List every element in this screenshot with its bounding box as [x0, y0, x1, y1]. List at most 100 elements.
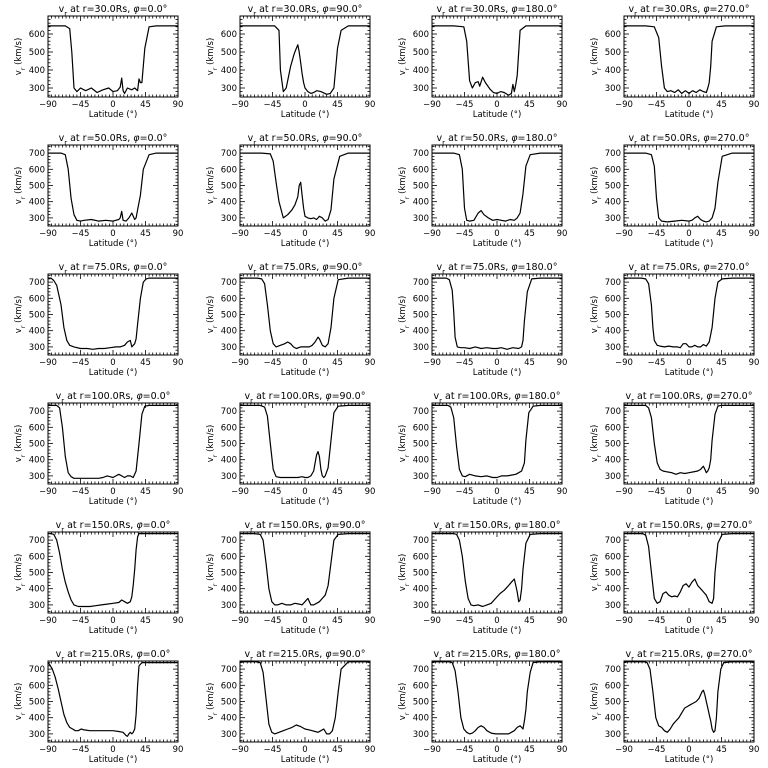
y-tick-label: 300 [413, 601, 429, 611]
y-tick-label: 700 [605, 278, 621, 288]
x-tick-label: 45 [140, 229, 151, 239]
x-axis-label: Latitude (°) [473, 497, 522, 507]
panel-title: vr at r=30.0Rs, φ=90.0° [248, 4, 363, 18]
y-tick-label: 500 [605, 182, 621, 192]
y-axis-label: vr (km/s) [14, 683, 27, 721]
y-tick-label: 400 [29, 714, 45, 724]
panel-title: vr at r=215.0Rs, φ=270.0° [626, 649, 753, 663]
x-tick-label: 90 [749, 745, 760, 755]
panel-r50.0-phi180.0: vr at r=50.0Rs, φ=180.0° −90 −45 0 45 90 300 40… [398, 133, 567, 249]
y-axis-label: vr (km/s) [206, 425, 219, 463]
x-tick-label: −90 [615, 745, 633, 755]
x-tick-label: 45 [716, 229, 727, 239]
x-tick-label: 0 [686, 487, 691, 497]
y-tick-label: 400 [221, 585, 237, 595]
panel-title: vr at r=215.0Rs, φ=0.0° [56, 649, 171, 663]
x-tick-label: −45 [648, 358, 666, 368]
x-axis-label: Latitude (°) [281, 368, 330, 378]
plot-frame [239, 660, 371, 743]
y-axis-label: vr (km/s) [14, 425, 27, 463]
y-axis-label: vr (km/s) [398, 296, 411, 334]
y-tick-label: 700 [29, 665, 45, 675]
y-tick-label: 400 [221, 66, 237, 76]
x-tick-label: 0 [686, 358, 691, 368]
y-tick-label: 700 [29, 278, 45, 288]
x-tick-label: 45 [140, 745, 151, 755]
panel-title: vr at r=75.0Rs, φ=0.0° [59, 262, 168, 276]
y-tick-label: 400 [413, 456, 429, 466]
y-tick-label: 500 [221, 698, 237, 708]
y-tick-label: 500 [221, 569, 237, 579]
y-tick-label: 300 [29, 214, 45, 224]
x-axis-label: Latitude (°) [281, 755, 330, 765]
y-tick-label: 400 [29, 585, 45, 595]
x-tick-label: −45 [456, 229, 474, 239]
x-tick-label: −90 [231, 100, 249, 110]
x-tick-label: 45 [140, 358, 151, 368]
y-tick-label: 300 [221, 214, 237, 224]
x-tick-label: −90 [231, 229, 249, 239]
panel-r150.0-phi0.0: vr at r=150.0Rs, φ=0.0° −90 −45 0 45 90 300 400… [14, 520, 183, 636]
x-tick-label: 90 [365, 616, 376, 626]
series-line [624, 152, 754, 223]
panel-r215.0-phi180.0: vr at r=215.0Rs, φ=180.0° −90 −45 0 45 90 300 4… [398, 649, 567, 765]
y-tick-label: 700 [605, 149, 621, 159]
x-tick-label: 45 [332, 745, 343, 755]
plot-frame [623, 273, 755, 356]
x-tick-label: 90 [749, 616, 760, 626]
panel-r30.0-phi0.0: vr at r=30.0Rs, φ=0.0° −90 −45 0 45 90 300 400 5… [14, 4, 183, 120]
x-tick-label: 45 [716, 358, 727, 368]
y-axis-label: vr (km/s) [206, 683, 219, 721]
y-tick-label: 300 [29, 730, 45, 740]
x-tick-label: 45 [332, 616, 343, 626]
y-tick-label: 700 [605, 407, 621, 417]
y-tick-label: 600 [413, 423, 429, 433]
y-tick-label: 500 [413, 569, 429, 579]
y-tick-label: 700 [221, 536, 237, 546]
x-tick-label: 45 [524, 616, 535, 626]
x-tick-label: 0 [494, 616, 499, 626]
x-tick-label: 90 [557, 100, 568, 110]
x-tick-label: 0 [302, 487, 307, 497]
panel-title: vr at r=50.0Rs, φ=0.0° [59, 133, 168, 147]
panel-title: vr at r=150.0Rs, φ=270.0° [626, 520, 753, 534]
x-tick-label: 90 [365, 745, 376, 755]
y-tick-label: 300 [605, 601, 621, 611]
panel-r100.0-phi90.0: vr at r=100.0Rs, φ=90.0° −90 −45 0 45 90 300 40… [206, 391, 375, 507]
x-tick-label: 0 [110, 229, 115, 239]
x-tick-label: 0 [110, 616, 115, 626]
x-tick-label: −45 [72, 229, 90, 239]
y-tick-label: 500 [605, 48, 621, 58]
y-tick-label: 500 [605, 569, 621, 579]
x-axis-label: Latitude (°) [89, 110, 138, 120]
y-tick-label: 300 [413, 84, 429, 94]
x-tick-label: −90 [231, 745, 249, 755]
series-line [48, 25, 178, 95]
x-tick-label: 0 [494, 229, 499, 239]
x-tick-label: 0 [302, 616, 307, 626]
y-tick-label: 600 [29, 552, 45, 562]
plot-frame [47, 144, 179, 227]
y-tick-label: 600 [29, 165, 45, 175]
x-tick-label: 45 [140, 100, 151, 110]
panel-title: vr at r=75.0Rs, φ=270.0° [629, 262, 750, 276]
y-tick-label: 500 [29, 440, 45, 450]
x-tick-label: −45 [648, 745, 666, 755]
y-tick-label: 400 [413, 198, 429, 208]
y-tick-label: 400 [221, 327, 237, 337]
series-line [240, 277, 370, 350]
x-axis-label: Latitude (°) [473, 368, 522, 378]
y-axis-label: vr (km/s) [590, 425, 603, 463]
x-tick-label: −90 [423, 616, 441, 626]
y-tick-label: 500 [29, 48, 45, 58]
x-tick-label: 90 [557, 745, 568, 755]
y-tick-label: 600 [413, 294, 429, 304]
series-line [624, 25, 754, 95]
x-tick-label: −90 [39, 100, 57, 110]
x-tick-label: −90 [39, 487, 57, 497]
x-tick-label: −90 [423, 745, 441, 755]
x-tick-label: −90 [615, 358, 633, 368]
y-tick-label: 500 [605, 311, 621, 321]
x-tick-label: 45 [524, 745, 535, 755]
y-axis-label: vr (km/s) [398, 167, 411, 205]
